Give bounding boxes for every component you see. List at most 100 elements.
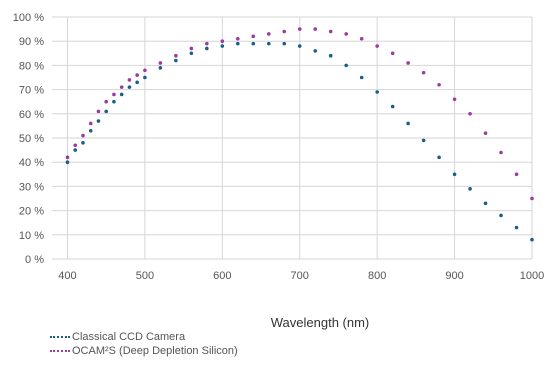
- y-tick-label: 40 %: [19, 157, 44, 169]
- data-point: [313, 27, 318, 31]
- data-point: [189, 46, 194, 51]
- x-tick-label: 700: [291, 270, 309, 282]
- legend-swatch-ocam: [50, 350, 70, 352]
- data-point: [514, 225, 519, 230]
- data-point: [220, 39, 225, 43]
- data-point: [452, 172, 457, 177]
- data-point: [81, 133, 85, 138]
- y-tick-label: 20 %: [19, 206, 44, 218]
- y-tick-label: 10 %: [19, 230, 44, 242]
- data-point: [313, 49, 318, 53]
- data-point: [344, 63, 348, 68]
- data-point: [282, 41, 287, 46]
- legend-item-ccd: Classical CCD Camera: [50, 330, 238, 344]
- y-tick-label: 50 %: [19, 133, 44, 145]
- data-point: [251, 41, 256, 46]
- data-point: [88, 121, 93, 126]
- data-point: [104, 109, 108, 114]
- data-point: [406, 61, 410, 65]
- data-point: [135, 73, 139, 77]
- x-axis-label: Wavelength (nm): [271, 315, 370, 330]
- data-point: [143, 68, 147, 73]
- data-point: [406, 121, 410, 126]
- data-point: [236, 36, 240, 41]
- data-point: [104, 99, 108, 104]
- data-point: [390, 104, 395, 109]
- data-point: [119, 92, 124, 97]
- data-point: [328, 53, 333, 58]
- legend-swatch-ccd: [50, 336, 70, 338]
- data-point: [81, 141, 85, 145]
- data-point: [297, 27, 302, 31]
- data-point: [205, 41, 209, 46]
- data-point: [344, 32, 348, 36]
- data-point: [468, 112, 472, 116]
- y-tick-label: 30 %: [19, 181, 44, 193]
- y-tick-label: 60 %: [19, 109, 44, 121]
- data-point: [220, 44, 225, 48]
- data-point: [96, 109, 101, 114]
- data-point: [119, 85, 124, 89]
- grid: [52, 16, 533, 260]
- data-point: [266, 41, 271, 46]
- x-tick-label: 600: [213, 270, 231, 282]
- data-point: [73, 148, 78, 152]
- data-point: [499, 213, 503, 218]
- data-point: [421, 138, 426, 143]
- data-point: [375, 90, 379, 94]
- x-axis-ticks: 400 500 600 700 800 900 1000: [58, 270, 544, 282]
- y-tick-label: 100 %: [13, 12, 44, 24]
- data-point: [437, 155, 441, 160]
- data-point: [174, 53, 178, 58]
- data-point: [421, 70, 426, 75]
- legend-item-ocam: OCAM²S (Deep Depletion Silicon): [50, 344, 238, 358]
- data-point: [135, 80, 139, 85]
- data-point: [452, 97, 457, 102]
- data-point: [390, 51, 395, 56]
- data-point: [514, 172, 519, 177]
- data-point: [375, 44, 379, 48]
- data-point: [266, 32, 271, 36]
- data-point: [530, 237, 534, 242]
- legend-label-ccd: Classical CCD Camera: [72, 330, 186, 343]
- data-point: [158, 61, 163, 65]
- data-point: [282, 29, 287, 34]
- data-point: [437, 82, 441, 87]
- x-tick-label: 500: [136, 270, 154, 282]
- y-tick-label: 80 %: [19, 60, 44, 72]
- data-point: [205, 46, 209, 51]
- data-point: [112, 92, 116, 97]
- x-tick-label: 900: [445, 270, 463, 282]
- data-point: [127, 85, 132, 89]
- data-point: [189, 51, 194, 56]
- data-point: [483, 131, 488, 135]
- data-point: [483, 201, 488, 206]
- data-point: [158, 66, 163, 70]
- data-point: [251, 34, 256, 39]
- data-point: [65, 160, 70, 164]
- data-point: [112, 99, 116, 104]
- data-point: [359, 36, 364, 41]
- data-point: [328, 29, 333, 34]
- data-point: [88, 128, 93, 133]
- x-tick-label: 800: [368, 270, 386, 282]
- data-point: [96, 119, 101, 123]
- legend-label-ocam: OCAM²S (Deep Depletion Silicon): [72, 344, 238, 357]
- y-tick-label: 90 %: [19, 36, 44, 48]
- data-point: [468, 187, 472, 191]
- data-point: [359, 75, 364, 80]
- data-point: [143, 75, 147, 80]
- x-tick-label: 1000: [520, 270, 544, 282]
- data-point: [236, 41, 240, 46]
- data-point: [65, 155, 70, 160]
- y-tick-label: 0 %: [25, 254, 44, 266]
- y-tick-label: 70 %: [19, 85, 44, 97]
- y-axis-ticks: 0 % 10 % 20 % 30 % 40 % 50 % 60 % 70 % 80 % 90 % 1…: [13, 12, 44, 266]
- legend: Classical CCD Camera OCAM²S (Deep Deplet…: [50, 330, 238, 358]
- x-tick-label: 400: [58, 270, 76, 282]
- data-point: [73, 143, 78, 148]
- data-point: [174, 58, 178, 63]
- series-0: [65, 41, 534, 242]
- data-point: [530, 196, 534, 201]
